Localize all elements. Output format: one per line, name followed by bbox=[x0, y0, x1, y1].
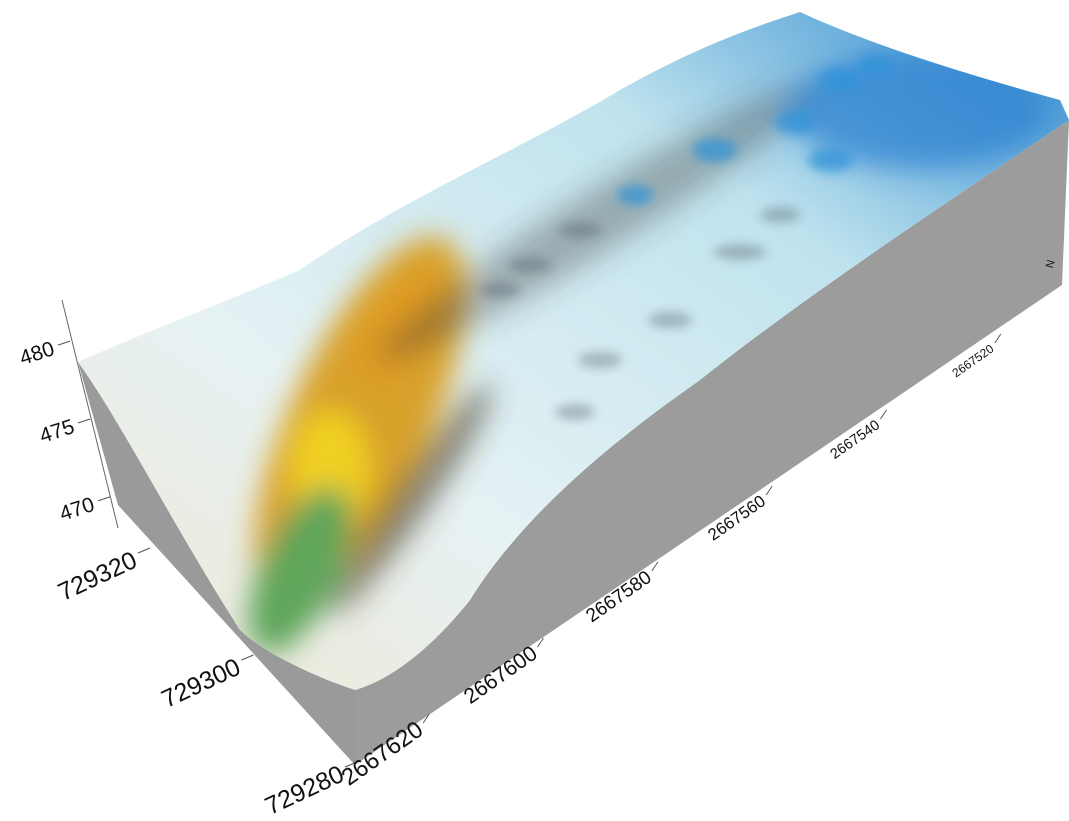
y-tick bbox=[241, 654, 254, 661]
x-tick bbox=[994, 333, 1002, 344]
z-tick bbox=[57, 340, 71, 346]
z-tick-label: 480 bbox=[17, 337, 57, 370]
x-tick bbox=[880, 409, 887, 420]
z-tick bbox=[97, 496, 111, 502]
north-label: N bbox=[1044, 259, 1058, 270]
y-tick-label: 729320 bbox=[54, 546, 141, 607]
z-axis bbox=[61, 299, 119, 529]
y-tick-label: 729300 bbox=[157, 653, 244, 714]
x-tick bbox=[651, 561, 659, 572]
side-face bbox=[355, 120, 1069, 765]
z-tick-label: 470 bbox=[57, 493, 97, 526]
x-tick bbox=[765, 485, 773, 496]
x-tick bbox=[422, 713, 430, 724]
z-tick bbox=[77, 418, 91, 424]
z-tick-label: 475 bbox=[37, 415, 77, 448]
y-tick-label: 729280 bbox=[261, 760, 348, 816]
x-tick bbox=[537, 637, 544, 648]
y-tick bbox=[137, 547, 151, 554]
y-tick bbox=[344, 761, 358, 768]
side-face bbox=[78, 362, 355, 765]
